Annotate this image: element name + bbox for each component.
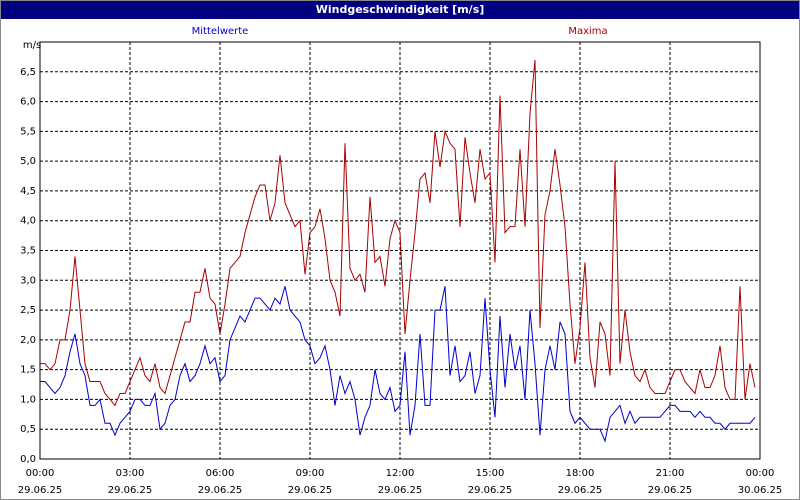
x-tick-date: 29.06.25: [288, 485, 333, 496]
y-tick-label: 2,0: [20, 335, 36, 346]
y-tick-label: 2,5: [20, 305, 36, 316]
y-tick-label: 5,0: [20, 156, 36, 167]
y-tick-label: 4,5: [20, 186, 36, 197]
y-tick-label: 4,0: [20, 216, 36, 227]
x-tick-label: 15:00: [476, 468, 505, 479]
x-tick-label: 06:00: [206, 468, 235, 479]
y-tick-label: 3,0: [20, 275, 36, 286]
x-tick-label: 00:00: [26, 468, 55, 479]
y-tick-label: 1,0: [20, 394, 36, 405]
x-tick-label: 00:00: [746, 468, 775, 479]
x-tick-label: 18:00: [566, 468, 595, 479]
x-tick-label: 12:00: [386, 468, 415, 479]
y-tick-label: 6,5: [20, 67, 36, 78]
x-tick-date: 29.06.25: [558, 485, 603, 496]
x-tick-label: 03:00: [116, 468, 145, 479]
y-unit: m/s: [23, 40, 41, 51]
legend-label: Mittelwerte: [192, 26, 249, 37]
x-tick-date: 29.06.25: [648, 485, 693, 496]
x-tick-date: 29.06.25: [108, 485, 153, 496]
chart-title: Windgeschwindigkeit [m/s]: [316, 3, 485, 16]
x-tick-label: 21:00: [656, 468, 685, 479]
x-tick-date: 29.06.25: [468, 485, 513, 496]
legend-label: Maxima: [568, 26, 607, 37]
title-bar: [1, 1, 799, 19]
x-tick-date: 29.06.25: [378, 485, 423, 496]
y-tick-label: 5,5: [20, 126, 36, 137]
x-tick-label: 09:00: [296, 468, 325, 479]
y-tick-label: 1,5: [20, 365, 36, 376]
series-line: [40, 59, 756, 407]
y-tick-label: 0,5: [20, 424, 36, 435]
plot-frame: [39, 41, 761, 460]
y-tick-label: 0,0: [20, 454, 36, 465]
x-tick-date: 29.06.25: [18, 485, 63, 496]
y-tick-label: 3,5: [20, 246, 36, 257]
series-line: [40, 286, 756, 443]
y-tick-label: 6,0: [20, 97, 36, 108]
x-tick-date: 29.06.25: [198, 485, 243, 496]
x-tick-date: 30.06.25: [738, 485, 783, 496]
